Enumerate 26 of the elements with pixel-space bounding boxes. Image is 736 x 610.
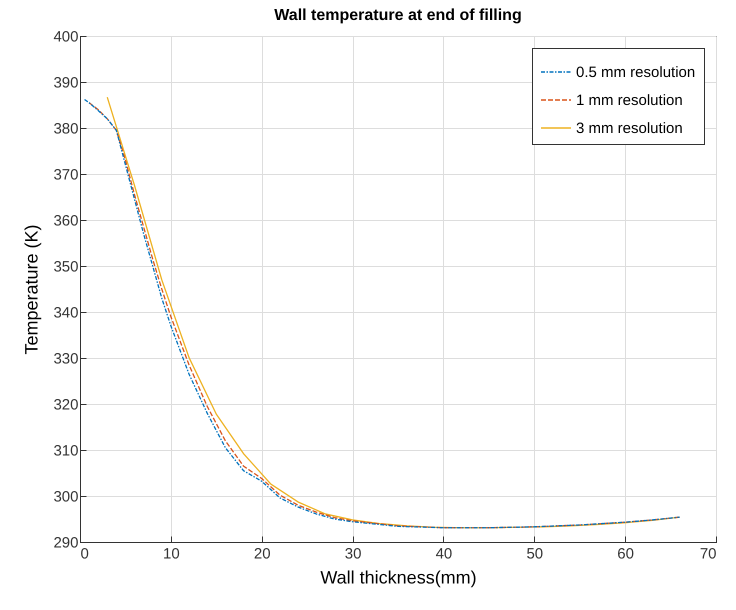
y-tick-label: 290 [53,534,78,552]
legend-label: 3 mm resolution [576,120,683,137]
y-tick-label: 360 [53,212,78,230]
y-tick-label: 370 [53,166,78,184]
y-tick-label: 300 [53,488,78,506]
y-tick-label: 380 [53,120,78,138]
legend-label: 1 mm resolution [576,92,683,109]
y-tick-label: 320 [53,396,78,414]
x-tick-label: 60 [617,546,634,562]
y-tick-label: 390 [53,74,78,92]
y-tick-label: 400 [53,28,78,46]
y-tick-label: 330 [53,350,78,368]
x-tick-label: 30 [344,546,362,562]
x-tick-label: 10 [163,546,180,562]
x-tick-label: 0 [80,546,89,562]
legend-label: 0.5 mm resolution [576,64,696,81]
x-axis-title: Wall thickness(mm) [320,568,477,588]
chart-title: Wall temperature at end of filling [274,7,522,24]
x-tick-label: 20 [254,546,271,562]
x-tick-label: 40 [436,546,452,562]
x-tick-label: 70 [700,546,716,562]
x-tick-label: 50 [526,546,544,562]
y-tick-label: 350 [53,258,78,276]
y-tick-label: 340 [53,304,78,322]
y-axis-title: Temperature (K) [21,224,42,355]
y-tick-label: 310 [53,442,78,460]
